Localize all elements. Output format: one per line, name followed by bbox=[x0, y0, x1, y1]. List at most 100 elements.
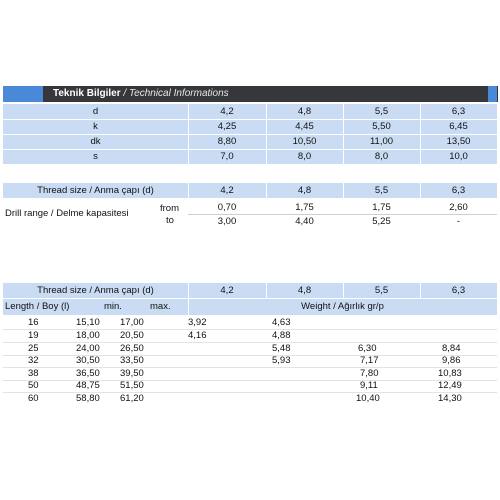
drill-from-value: 1,75 bbox=[295, 202, 314, 213]
col-separator bbox=[420, 104, 421, 164]
dim-value: 10,50 bbox=[292, 136, 317, 147]
drill-size: 4,2 bbox=[220, 185, 234, 196]
drill-to-value: - bbox=[456, 216, 461, 227]
row-rule bbox=[3, 380, 497, 381]
dim-value: 10,0 bbox=[449, 151, 468, 162]
row-rule bbox=[3, 342, 497, 343]
drill-rule bbox=[188, 214, 497, 215]
weight-value: 12,49 bbox=[438, 380, 462, 391]
dim-value: 6,3 bbox=[451, 106, 466, 117]
row-separator bbox=[3, 134, 497, 135]
weight-value: 14,30 bbox=[438, 393, 462, 404]
weight-size: 6,3 bbox=[451, 285, 466, 296]
drill-size: 4,8 bbox=[297, 185, 312, 196]
drill-size: 6,3 bbox=[451, 185, 466, 196]
weight-value: 4,16 bbox=[188, 330, 207, 341]
weight-value: 5,48 bbox=[272, 343, 291, 354]
weight-value: 10,83 bbox=[438, 368, 462, 379]
min-value: 15,10 bbox=[76, 317, 100, 328]
min-value: 48,75 bbox=[76, 380, 100, 391]
length-value: 50 bbox=[28, 380, 39, 391]
weight-size: 4,2 bbox=[220, 285, 234, 296]
col-separator bbox=[266, 104, 267, 164]
dim-value: 8,0 bbox=[374, 151, 389, 162]
drill-from-label: from bbox=[160, 203, 179, 214]
weight-size: 5,5 bbox=[374, 285, 389, 296]
header-bar: Teknik Bilgiler / Technical Informations bbox=[43, 86, 498, 102]
col-separator bbox=[420, 183, 421, 198]
weight-value: 9,11 bbox=[360, 380, 378, 391]
col-separator bbox=[420, 283, 421, 298]
dim-label-d: d bbox=[92, 106, 99, 117]
col-separator bbox=[343, 104, 344, 164]
max-value: 17,00 bbox=[120, 317, 144, 328]
dim-value: 6,45 bbox=[449, 121, 468, 132]
drill-thread-label: Thread size / Anma çapı (d) bbox=[37, 185, 154, 196]
header-subtitle: / Technical Informations bbox=[123, 88, 229, 99]
min-label: min. bbox=[104, 301, 122, 312]
header-title: Teknik Bilgiler bbox=[53, 88, 121, 99]
weight-value: 9,86 bbox=[442, 355, 461, 366]
weight-value: 6,30 bbox=[358, 343, 377, 354]
dim-value: 7,0 bbox=[220, 151, 234, 162]
weight-value: 3,92 bbox=[188, 317, 207, 328]
weight-value: 5,93 bbox=[272, 355, 291, 366]
max-value: 61,20 bbox=[120, 393, 144, 404]
dim-label-s: s bbox=[93, 151, 98, 162]
drill-to-label: to bbox=[166, 215, 174, 226]
drill-range-label: Drill range / Delme kapasitesi bbox=[5, 208, 129, 219]
header-accent bbox=[3, 86, 43, 102]
length-value: 60 bbox=[28, 393, 39, 404]
col-separator bbox=[188, 183, 189, 198]
row-rule bbox=[3, 367, 497, 368]
drill-from-value: 0,70 bbox=[217, 202, 237, 213]
weight-value: 4,88 bbox=[272, 330, 291, 341]
drill-to-value: 5,25 bbox=[372, 216, 391, 227]
dim-label-k: k bbox=[93, 121, 98, 132]
row-separator bbox=[3, 119, 497, 120]
length-value: 32 bbox=[28, 355, 39, 366]
drill-from-value: 2,60 bbox=[449, 202, 468, 213]
length-value: 25 bbox=[28, 343, 39, 354]
max-value: 39,50 bbox=[120, 368, 144, 379]
weight-header-band bbox=[3, 283, 497, 298]
length-label: Length / Boy (l) bbox=[5, 301, 70, 312]
col-separator bbox=[188, 104, 189, 164]
weight-value: 8,84 bbox=[442, 343, 461, 354]
col-separator bbox=[343, 183, 344, 198]
dim-value: 8,0 bbox=[297, 151, 312, 162]
row-rule bbox=[3, 329, 497, 330]
drill-to-value: 4,40 bbox=[295, 216, 314, 227]
col-separator bbox=[343, 283, 344, 298]
min-value: 36,50 bbox=[76, 368, 100, 379]
col-separator bbox=[266, 283, 267, 298]
min-value: 30,50 bbox=[76, 355, 100, 366]
dim-value: 4,2 bbox=[220, 106, 234, 117]
drill-to-value: 3,00 bbox=[217, 216, 237, 227]
dim-value: 4,8 bbox=[297, 106, 312, 117]
col-separator bbox=[188, 299, 189, 315]
weight-label: Weight / Ağırlık gr/p bbox=[301, 301, 384, 312]
weight-value: 7,17 bbox=[360, 355, 379, 366]
length-value: 38 bbox=[28, 368, 39, 379]
length-value: 16 bbox=[28, 317, 39, 328]
row-rule bbox=[3, 392, 497, 393]
weight-value: 10,40 bbox=[356, 393, 380, 404]
dim-value: 11,00 bbox=[369, 136, 394, 147]
drill-size: 5,5 bbox=[374, 185, 389, 196]
dim-value: 13,50 bbox=[446, 136, 471, 147]
dim-value: 4,45 bbox=[295, 121, 314, 132]
col-separator bbox=[188, 283, 189, 298]
max-value: 33,50 bbox=[120, 355, 144, 366]
min-value: 58,80 bbox=[76, 393, 100, 404]
min-value: 18,00 bbox=[76, 330, 100, 341]
weight-subheader-band bbox=[3, 299, 497, 315]
row-separator bbox=[3, 149, 497, 150]
dim-value: 8,80 bbox=[217, 136, 237, 147]
header-right-accent bbox=[488, 86, 497, 102]
length-value: 19 bbox=[28, 330, 39, 341]
weight-size: 4,8 bbox=[297, 285, 312, 296]
max-value: 20,50 bbox=[120, 330, 144, 341]
dim-value: 5,50 bbox=[372, 121, 391, 132]
max-value: 26,50 bbox=[120, 343, 144, 354]
